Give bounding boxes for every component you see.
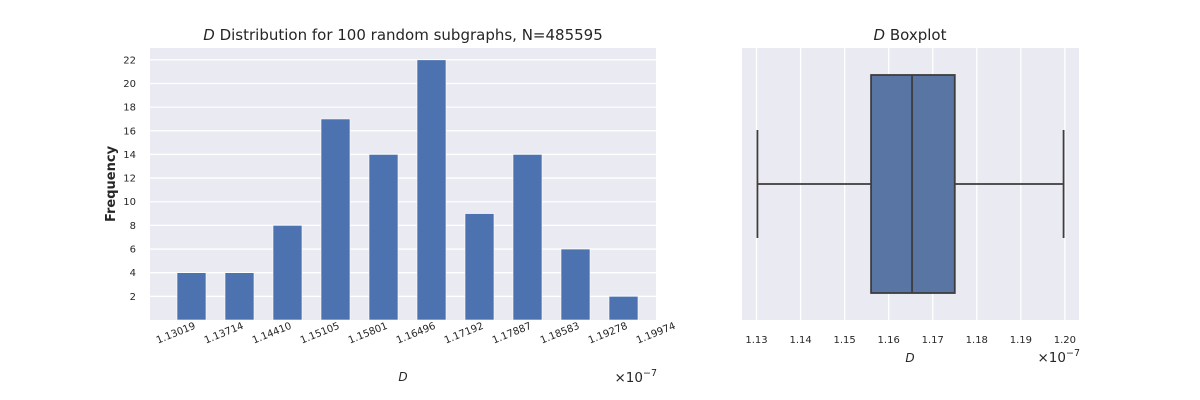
histogram-y-tick-label: 18 xyxy=(123,103,136,114)
boxplot-x-tick-label: 1.15 xyxy=(834,335,856,346)
histogram-y-tick-label: 6 xyxy=(130,245,136,256)
histogram-bar xyxy=(416,59,447,321)
histogram-chart: 2 4 6 8 10 12 14 16 18 20 22 1.13019 1.13714 1.14410… xyxy=(104,26,677,386)
boxplot-title-variable: D xyxy=(874,26,886,44)
histogram-x-tick-label: 1.13019 xyxy=(155,321,197,347)
histogram-x-ticks: 1.13019 1.13714 1.14410 1.15105 1.15801 1.164… xyxy=(155,321,677,347)
histogram-x-offset-base: ×10 xyxy=(614,370,643,386)
histogram-bar xyxy=(176,272,207,321)
histogram-x-tick-label: 1.15801 xyxy=(347,321,389,347)
histogram-x-tick-label: 1.19278 xyxy=(587,321,629,347)
histogram-gridlines xyxy=(150,59,656,297)
histogram-x-axis-label: D xyxy=(398,370,407,384)
histogram-y-axis-label: Frequency xyxy=(104,145,119,222)
histogram-bar xyxy=(608,296,639,321)
histogram-bar xyxy=(464,213,495,321)
boxplot-x-tick-label: 1.14 xyxy=(789,335,811,346)
histogram-y-tick-label: 4 xyxy=(130,268,136,279)
histogram-x-offset-exponent: −7 xyxy=(643,368,657,379)
histogram-x-tick-label: 1.19974 xyxy=(635,321,677,347)
histogram-x-tick-label: 1.16496 xyxy=(395,321,437,347)
histogram-y-tick-label: 12 xyxy=(123,174,136,185)
boxplot-x-tick-label: 1.20 xyxy=(1054,335,1076,346)
histogram-x-tick-label: 1.14410 xyxy=(251,321,293,347)
histogram-bar xyxy=(320,118,351,321)
histogram-title-text: Distribution for 100 random subgraphs, N… xyxy=(215,26,603,44)
histogram-y-tick-label: 20 xyxy=(123,79,136,90)
histogram-y-ticks: 2 4 6 8 10 12 14 16 18 20 22 xyxy=(123,55,136,303)
boxplot-x-tick-label: 1.13 xyxy=(745,335,767,346)
histogram-x-tick-label: 1.18583 xyxy=(539,321,581,347)
histogram-bar xyxy=(560,248,591,321)
boxplot-box-group xyxy=(756,74,1065,294)
histogram-bar xyxy=(368,154,399,321)
histogram-y-tick-label: 22 xyxy=(123,55,136,66)
histogram-bar xyxy=(224,272,255,321)
histogram-bar xyxy=(512,154,543,321)
histogram-x-tick-label: 1.15105 xyxy=(299,321,341,347)
histogram-title: D Distribution for 100 random subgraphs,… xyxy=(203,26,603,44)
histogram-bars xyxy=(176,59,639,321)
histogram-x-tick-label: 1.17887 xyxy=(491,321,533,347)
histogram-y-tick-label: 16 xyxy=(123,126,136,137)
boxplot-title-text: Boxplot xyxy=(885,26,947,44)
boxplot-x-ticks: 1.13 1.14 1.15 1.16 1.17 1.18 1.19 1.20 xyxy=(745,335,1076,346)
boxplot-chart: 1.13 1.14 1.15 1.16 1.17 1.18 1.19 1.20 D Boxpl… xyxy=(742,26,1080,366)
boxplot-x-tick-label: 1.16 xyxy=(878,335,900,346)
histogram-x-offset-label: ×10−7 xyxy=(614,368,657,386)
histogram-x-tick-label: 1.17192 xyxy=(443,321,485,347)
boxplot-x-tick-label: 1.19 xyxy=(1010,335,1032,346)
histogram-y-tick-label: 8 xyxy=(130,221,136,232)
histogram-y-tick-label: 10 xyxy=(123,197,136,208)
histogram-bar xyxy=(272,225,303,321)
histogram-y-tick-label: 14 xyxy=(123,150,136,161)
histogram-title-variable: D xyxy=(203,26,215,44)
boxplot-x-offset-exponent: −7 xyxy=(1066,348,1080,359)
histogram-y-tick-label: 2 xyxy=(130,292,136,303)
histogram-x-tick-label: 1.13714 xyxy=(203,321,245,347)
boxplot-x-offset-label: ×10−7 xyxy=(1037,348,1080,366)
boxplot-x-axis-label: D xyxy=(905,351,914,365)
boxplot-x-tick-label: 1.18 xyxy=(966,335,988,346)
boxplot-x-tick-label: 1.17 xyxy=(922,335,944,346)
boxplot-title: D Boxplot xyxy=(874,26,947,44)
boxplot-x-offset-base: ×10 xyxy=(1037,350,1066,366)
